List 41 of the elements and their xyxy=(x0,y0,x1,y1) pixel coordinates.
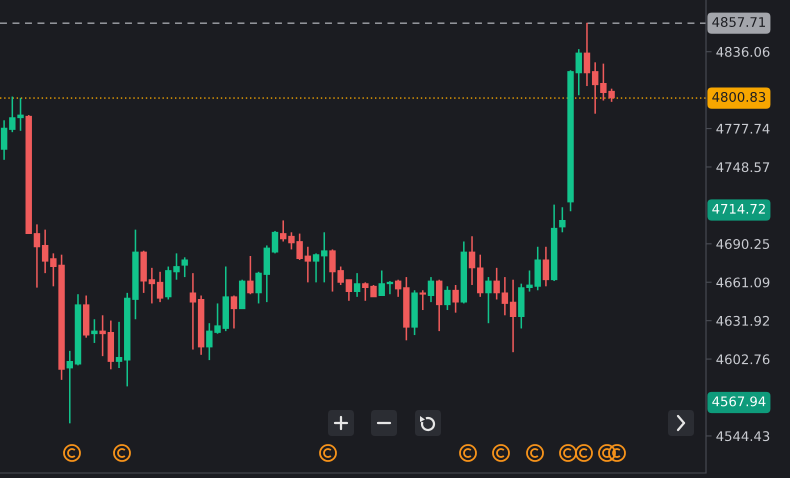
candlestick xyxy=(182,256,188,278)
y-tick-label: 4544.43 xyxy=(716,431,770,442)
candlestick xyxy=(66,350,73,424)
candlestick xyxy=(468,235,476,286)
candlestick xyxy=(362,282,369,302)
candlestick xyxy=(584,22,590,87)
candlestick xyxy=(485,276,492,324)
y-tick-label: 4748.57 xyxy=(716,162,770,172)
candlestick xyxy=(354,272,360,298)
candlestick xyxy=(17,97,24,132)
ref-line-label: 4857.71 xyxy=(712,17,765,28)
y-tick-label: 4631.92 xyxy=(716,316,769,326)
y-tick-label: 4777.74 xyxy=(716,124,770,134)
text: 4714.72 xyxy=(712,204,765,214)
candlestick xyxy=(206,322,213,361)
y-tick-label: 4836.06 xyxy=(716,46,770,57)
candlestick xyxy=(526,270,533,292)
candlestick xyxy=(436,278,442,332)
candlestick xyxy=(247,255,254,295)
candlestick xyxy=(329,248,336,292)
candlestick xyxy=(428,276,434,303)
candlestick xyxy=(156,271,164,303)
candlestick xyxy=(559,206,566,234)
y-tick-label: 4661.09 xyxy=(716,277,770,288)
candlestick xyxy=(173,252,180,280)
candlestick xyxy=(190,272,196,350)
candlestick xyxy=(444,286,451,311)
candlestick xyxy=(272,230,278,254)
candlestick xyxy=(230,294,238,330)
y-tick-label: 4602.76 xyxy=(716,354,770,364)
candlestick xyxy=(510,278,516,353)
candlestick xyxy=(116,321,122,369)
candlestick xyxy=(420,289,426,311)
ref-line-label: 4800.83 xyxy=(712,92,766,102)
candlestick xyxy=(608,88,615,103)
candlestick xyxy=(452,284,459,314)
candlestick xyxy=(91,318,98,344)
y-tick-label: 4690.25 xyxy=(716,239,770,250)
candlestick xyxy=(542,246,550,288)
candlestick xyxy=(370,284,377,298)
text: 4567.94 xyxy=(712,396,766,406)
